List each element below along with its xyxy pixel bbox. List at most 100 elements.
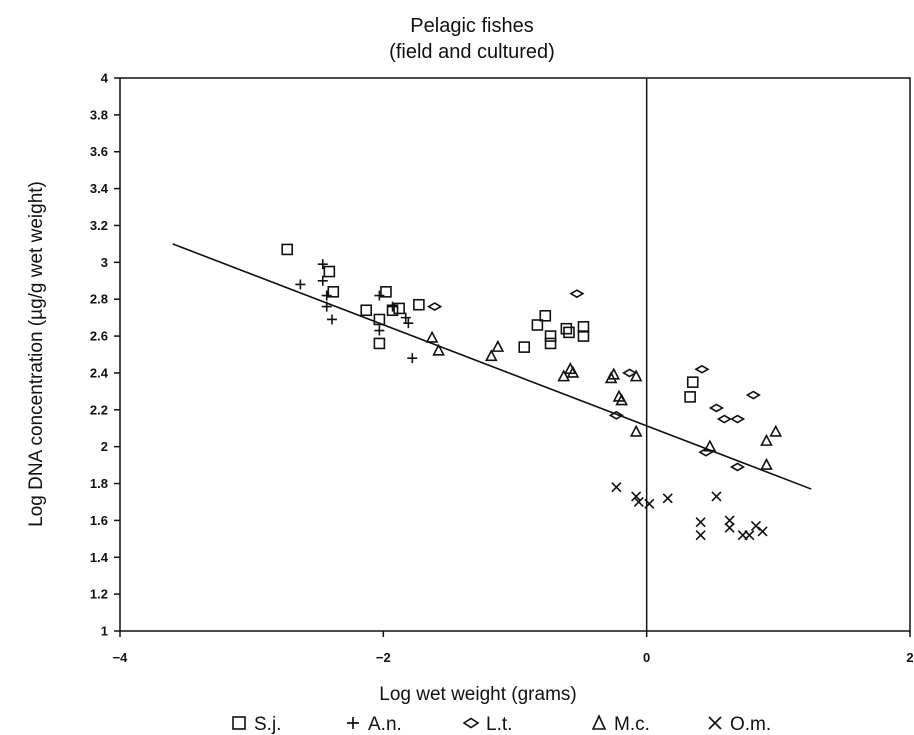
legend-marker-mc bbox=[591, 714, 607, 730]
point-lt bbox=[427, 302, 443, 311]
legend-marker-om bbox=[708, 716, 722, 730]
point-sj bbox=[393, 302, 405, 315]
point-lt bbox=[729, 462, 746, 472]
point-mc bbox=[629, 369, 643, 382]
y-tick-label: 3.6 bbox=[90, 144, 108, 159]
point-sj bbox=[413, 298, 425, 311]
chart-title-line-1: Pelagic fishes bbox=[410, 15, 533, 37]
point-mc bbox=[615, 393, 628, 406]
point-om bbox=[611, 482, 622, 493]
y-tick-label: 2 bbox=[101, 439, 108, 454]
point-sj bbox=[323, 265, 336, 278]
regression-line bbox=[172, 243, 812, 490]
y-tick-label: 1.6 bbox=[90, 513, 108, 528]
point-om bbox=[711, 491, 722, 502]
x-tick-label: 2 bbox=[906, 650, 913, 665]
chart-title-line-2: (field and cultured) bbox=[389, 41, 555, 63]
point-sj bbox=[360, 304, 373, 317]
point-sj bbox=[544, 330, 557, 342]
legend-label-lt: L.t. bbox=[486, 714, 512, 735]
point-lt bbox=[694, 364, 710, 374]
y-tick-label: 2.8 bbox=[90, 292, 108, 307]
point-an bbox=[374, 325, 385, 336]
y-axis-label: Log DNA concentration (µg/g wet weight) bbox=[26, 181, 47, 527]
point-om bbox=[644, 498, 655, 509]
point-om bbox=[695, 530, 706, 541]
point-om bbox=[631, 491, 642, 502]
plot-frame bbox=[119, 77, 911, 632]
point-an bbox=[374, 290, 385, 301]
point-sj bbox=[686, 376, 699, 388]
axis-ticks: 1 1.2 1.4 1.6 1.8 2 2.2 2.4 2.6 2.8 3 3.2 3.4 3.6 3.8 4… bbox=[90, 71, 914, 666]
point-lt bbox=[608, 410, 624, 420]
y-tick-label: 2.4 bbox=[90, 365, 109, 380]
point-sj bbox=[281, 243, 294, 256]
legend-label-an: A.n. bbox=[368, 714, 402, 735]
point-mc bbox=[760, 433, 773, 446]
legend-label-om: O.m. bbox=[730, 714, 771, 735]
point-sj bbox=[518, 341, 531, 353]
y-tick-label: 3.4 bbox=[90, 181, 109, 196]
point-lt bbox=[708, 403, 725, 413]
y-tick-label: 1 bbox=[101, 624, 108, 639]
point-lt bbox=[716, 414, 732, 424]
legend-label-mc: M.c. bbox=[614, 714, 650, 735]
x-axis-label: Log wet weight (grams) bbox=[379, 684, 576, 705]
point-sj bbox=[684, 391, 696, 403]
point-an bbox=[317, 259, 328, 270]
point-sj bbox=[373, 313, 386, 326]
x-tick-label: −4 bbox=[113, 650, 129, 665]
point-an bbox=[326, 314, 337, 325]
point-mc bbox=[425, 330, 439, 343]
y-tick-label: 4 bbox=[101, 71, 109, 86]
y-tick-label: 1.4 bbox=[90, 550, 109, 565]
point-mc bbox=[566, 365, 580, 378]
legend: S.j. A.n. L.t. M.c. O.m. bbox=[232, 714, 771, 735]
point-om bbox=[757, 526, 768, 537]
point-mc bbox=[760, 457, 773, 470]
point-an bbox=[387, 301, 398, 312]
point-an bbox=[321, 290, 332, 301]
legend-marker-an bbox=[347, 717, 359, 729]
point-an bbox=[321, 301, 332, 312]
point-sj bbox=[560, 322, 573, 335]
point-an bbox=[295, 279, 306, 290]
point-mc bbox=[629, 424, 643, 437]
y-tick-label: 2.6 bbox=[90, 329, 108, 344]
x-tick-label: −2 bbox=[376, 650, 391, 665]
point-lt bbox=[745, 390, 761, 400]
point-an bbox=[403, 318, 414, 329]
y-tick-label: 1.8 bbox=[90, 476, 108, 491]
y-tick-label: 3 bbox=[101, 255, 108, 270]
y-tick-label: 3.2 bbox=[90, 218, 108, 233]
y-tick-label: 2.2 bbox=[90, 402, 108, 417]
point-sj bbox=[577, 330, 590, 342]
point-sj bbox=[327, 286, 340, 298]
point-om bbox=[662, 493, 673, 504]
x-tick-label: 0 bbox=[643, 650, 650, 665]
legend-marker-lt bbox=[462, 717, 480, 729]
point-om bbox=[695, 517, 706, 528]
point-an bbox=[400, 312, 411, 323]
point-sj bbox=[563, 326, 575, 339]
point-mc bbox=[703, 439, 717, 452]
point-an bbox=[317, 275, 328, 286]
point-om bbox=[724, 515, 735, 526]
point-sj bbox=[539, 309, 552, 322]
point-sj bbox=[373, 337, 386, 350]
point-mc bbox=[432, 343, 445, 356]
point-sj bbox=[531, 319, 544, 331]
point-om bbox=[744, 530, 755, 541]
legend-label-sj: S.j. bbox=[254, 714, 281, 735]
y-tick-label: 1.2 bbox=[90, 587, 108, 602]
point-mc bbox=[607, 367, 621, 380]
point-lt bbox=[698, 447, 714, 457]
legend-marker-sj bbox=[232, 716, 246, 730]
point-om bbox=[633, 496, 644, 508]
point-mc bbox=[491, 339, 505, 352]
point-lt bbox=[569, 289, 585, 299]
point-mc bbox=[557, 369, 571, 382]
y-tick-label: 3.8 bbox=[90, 107, 108, 122]
data-points bbox=[281, 243, 783, 541]
